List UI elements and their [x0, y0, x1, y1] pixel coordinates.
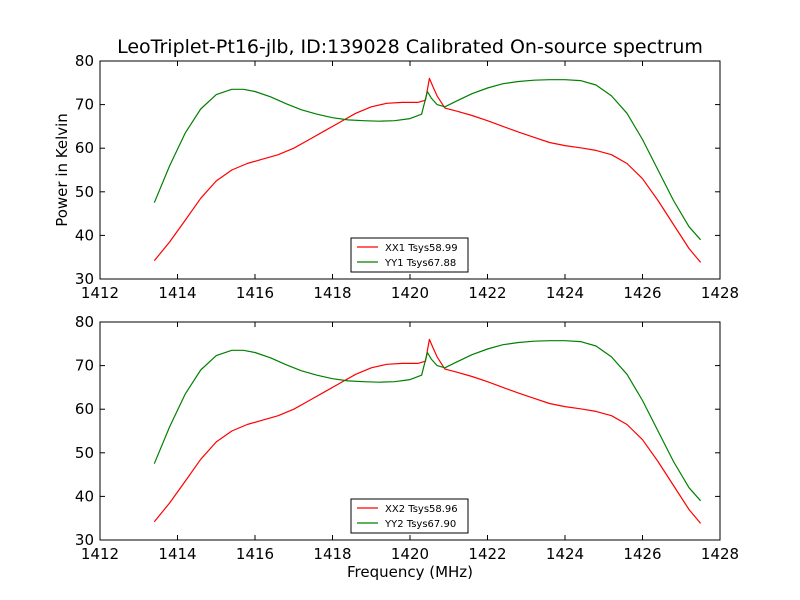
- y-axis-label: Power in Kelvin: [53, 113, 71, 227]
- x-tick-label: 1428: [701, 545, 739, 563]
- x-tick-label: 1416: [236, 545, 274, 563]
- x-tick-label: 1422: [468, 284, 506, 302]
- x-tick-label: 1420: [391, 284, 429, 302]
- y-tick-label: 40: [75, 226, 94, 244]
- y-tick-label: 70: [75, 96, 94, 114]
- x-tick-label: 1418: [313, 284, 351, 302]
- x-tick-label: 1420: [391, 545, 429, 563]
- series-line-yy: [153, 340, 702, 502]
- chart-title: LeoTriplet-Pt16-jlb, ID:139028 Calibrate…: [117, 36, 703, 58]
- y-tick-label: 50: [75, 444, 94, 462]
- x-tick-label: 1416: [236, 284, 274, 302]
- x-tick-label: 1414: [158, 284, 196, 302]
- y-tick-label: 30: [75, 270, 94, 288]
- bottom-panel: 1412 1414 1416 1418 1420 1422 1424 1426 1428 30 40…: [75, 313, 739, 563]
- x-tick-label: 1428: [701, 284, 739, 302]
- x-tick-label: 1422: [468, 545, 506, 563]
- y-tick-label: 60: [75, 400, 94, 418]
- series-line-xx: [153, 77, 702, 263]
- y-tick-label: 30: [75, 531, 94, 549]
- x-tick-label: 1418: [313, 545, 351, 563]
- legend-entry: YY2 Tsys67.90: [384, 519, 456, 530]
- x-tick-label: 1426: [623, 545, 661, 563]
- y-tick-label: 60: [75, 139, 94, 157]
- y-tick-label: 40: [75, 487, 94, 505]
- x-tick-label: 1424: [546, 284, 584, 302]
- legend-entry: XX2 Tsys58.96: [385, 504, 458, 515]
- x-tick-label: 1412: [81, 284, 119, 302]
- series-line-xx: [153, 338, 702, 524]
- y-tick-label: 70: [75, 357, 94, 375]
- legend-box: [350, 498, 469, 534]
- x-tick-label: 1426: [623, 284, 661, 302]
- series-line-yy: [153, 79, 702, 241]
- top-panel: 1412 1414 1416 1418 1420 1422 1424 1426 1428 30 40…: [75, 52, 739, 302]
- x-axis-label: Frequency (MHz): [347, 563, 473, 581]
- legend-entry: XX1 Tsys58.99: [385, 243, 458, 254]
- x-tick-label: 1414: [158, 545, 196, 563]
- y-tick-label: 50: [75, 183, 94, 201]
- x-tick-label: 1424: [546, 545, 584, 563]
- y-tick-label: 80: [75, 52, 94, 70]
- legend-box: [350, 237, 469, 273]
- y-tick-label: 80: [75, 313, 94, 331]
- legend-entry: YY1 Tsys67.88: [384, 258, 456, 269]
- legend: XX2 Tsys58.96 YY2 Tsys67.90: [350, 498, 469, 534]
- x-tick-label: 1412: [81, 545, 119, 563]
- legend: XX1 Tsys58.99 YY1 Tsys67.88: [350, 237, 469, 273]
